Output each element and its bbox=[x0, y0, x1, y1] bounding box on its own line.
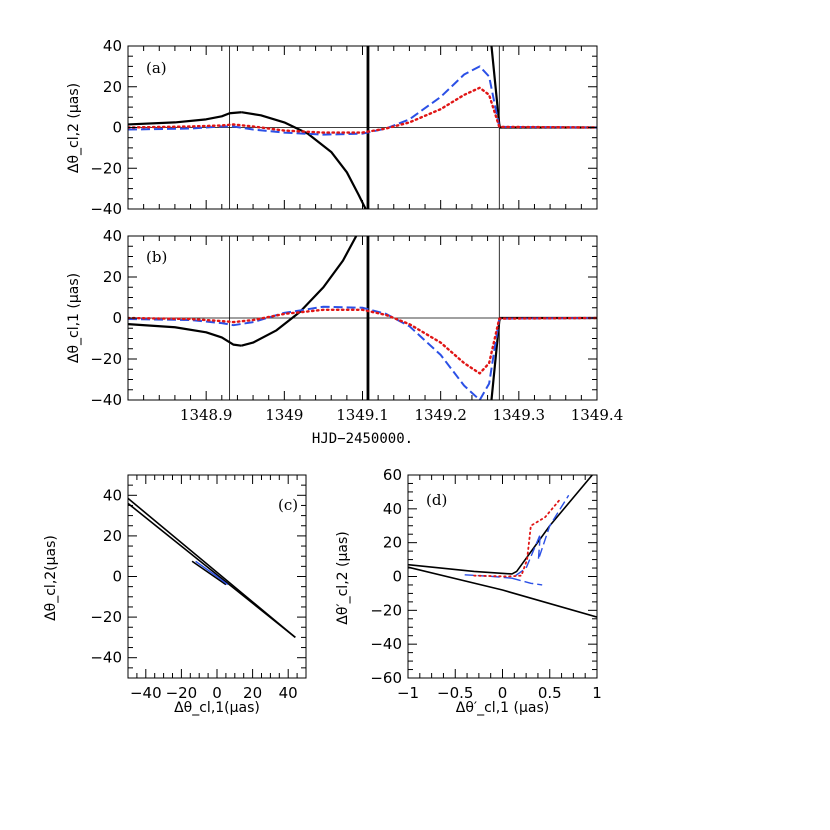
x-axis-label: Δθ_cl,1(μas) bbox=[174, 700, 260, 716]
ytick-label: −20 bbox=[90, 350, 122, 368]
ytick-label: 20 bbox=[103, 268, 122, 286]
panel-b: −40 −20 0 20 40 1348.9 1349 1349.1 1349.2 1349.3 1… bbox=[66, 227, 623, 447]
series-solid-short bbox=[191, 560, 227, 586]
panel-label: (b) bbox=[146, 248, 167, 266]
xtick-label: 1349.3 bbox=[493, 406, 546, 424]
ytick-label: 40 bbox=[103, 227, 122, 245]
ytick-label: −20 bbox=[90, 608, 122, 626]
series-dashed bbox=[128, 305, 597, 400]
y-axis-label: Δθ_cl,2(μas) bbox=[43, 535, 59, 621]
xtick-label: 1349.2 bbox=[414, 406, 467, 424]
ytick-label: 20 bbox=[383, 534, 402, 552]
xtick-label: 0 bbox=[212, 684, 222, 702]
ytick-label: 20 bbox=[103, 527, 122, 545]
xtick-label: 20 bbox=[243, 684, 262, 702]
ytick-label: 20 bbox=[103, 78, 122, 96]
ytick-label: −20 bbox=[90, 159, 122, 177]
xtick-label: 1349.4 bbox=[571, 406, 624, 424]
xtick-label: −0.5 bbox=[437, 684, 473, 702]
y-axis-label: Δθ_cl,1 (μas) bbox=[66, 273, 82, 363]
xtick-label: −20 bbox=[166, 684, 198, 702]
series-blue bbox=[195, 560, 229, 586]
ytick-label: 40 bbox=[383, 500, 402, 518]
y-axis-label: Δθ_cl,2 (μas) bbox=[66, 83, 82, 173]
series-solid-branch bbox=[241, 236, 358, 347]
ytick-label: 0 bbox=[112, 568, 122, 586]
y-axis-label: Δθ′_cl,2 (μas) bbox=[335, 531, 351, 624]
xtick-label: −1 bbox=[397, 684, 419, 702]
series-solid-right bbox=[490, 316, 597, 400]
ytick-label: −20 bbox=[370, 601, 402, 619]
series-solid bbox=[128, 323, 242, 347]
series-blue-hook bbox=[511, 577, 543, 586]
xtick-label: 1 bbox=[592, 684, 602, 702]
series-solid-lower bbox=[128, 502, 296, 639]
ytick-label: −60 bbox=[370, 669, 402, 687]
ytick-label: 40 bbox=[103, 486, 122, 504]
xtick-label: −40 bbox=[130, 684, 162, 702]
ytick-label: −40 bbox=[370, 635, 402, 653]
ytick-label: 0 bbox=[392, 568, 402, 586]
xtick-label: 1349.1 bbox=[336, 406, 389, 424]
panel-d: −60 −40 −20 0 20 40 60 −1 −0.5 0 0.5 1 (d) Δθ′_cl,2 (… bbox=[335, 466, 602, 716]
series-dotted bbox=[128, 308, 597, 375]
xtick-label: 1348.9 bbox=[180, 406, 233, 424]
series-group bbox=[128, 46, 597, 209]
series-red-dotted bbox=[473, 499, 561, 578]
series-group bbox=[408, 475, 597, 618]
xtick-label: 1349 bbox=[265, 406, 303, 424]
panel-label: (d) bbox=[426, 491, 447, 509]
series-group bbox=[128, 497, 296, 639]
ytick-label: −40 bbox=[90, 391, 122, 409]
ytick-label: 40 bbox=[103, 37, 122, 55]
series-dotted bbox=[128, 86, 597, 134]
series-solid-branch bbox=[241, 111, 367, 209]
xtick-label: 40 bbox=[279, 684, 298, 702]
xtick-label: 0 bbox=[498, 684, 508, 702]
series-solid-right bbox=[490, 46, 597, 129]
series-solid-bottom bbox=[408, 566, 597, 618]
ytick-label: −40 bbox=[90, 649, 122, 667]
x-axis-label: Δθ′_cl,1 (μas) bbox=[456, 700, 549, 716]
xtick-label: 0.5 bbox=[538, 684, 562, 702]
ytick-label: 0 bbox=[112, 309, 122, 327]
x-axis-label: HJD−2450000. bbox=[312, 431, 413, 447]
panel-label: (a) bbox=[146, 59, 167, 77]
series-solid-top bbox=[408, 475, 593, 575]
ytick-label: 60 bbox=[383, 466, 402, 484]
series-solid bbox=[128, 111, 242, 126]
series-dashed bbox=[128, 65, 597, 136]
panel-label: (c) bbox=[278, 496, 298, 514]
ytick-label: −40 bbox=[90, 200, 122, 218]
panel-a: −40 −20 0 20 40 (a) Δθ_cl,2 (μas) bbox=[66, 37, 598, 218]
ytick-label: 0 bbox=[112, 119, 122, 137]
series-group bbox=[128, 236, 597, 400]
